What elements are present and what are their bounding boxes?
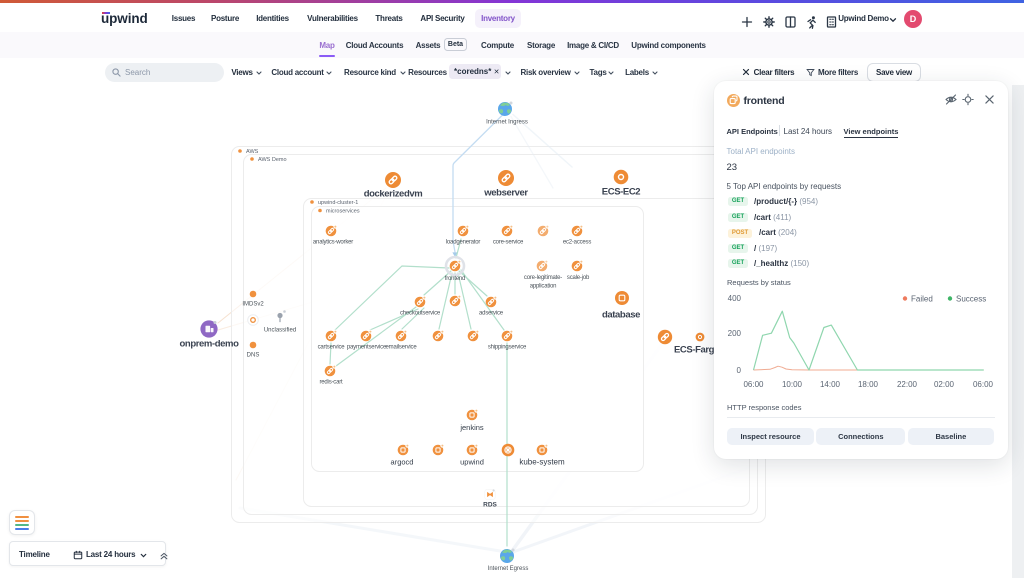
svg-text:IMDSv2: IMDSv2 [242,302,264,308]
svg-text:emailservice: emailservice [386,345,418,351]
svg-text:webserver: webserver [483,188,528,199]
svg-text:cartservice: cartservice [318,345,346,351]
svg-text:database: database [602,310,640,321]
svg-text:upwind: upwind [460,458,484,467]
svg-text:ECS-Fargate: ECS-Fargate [674,345,727,356]
svg-text:microservices: microservices [326,209,360,215]
svg-text:upwind-cluster-1: upwind-cluster-1 [318,200,358,206]
svg-text:redis-cart: redis-cart [319,380,343,386]
svg-text:DNS: DNS [247,353,260,359]
svg-text:jenkins: jenkins [459,423,484,432]
svg-text:scale-job: scale-job [567,275,590,281]
svg-text:Success: Success [956,295,986,304]
svg-text:analytics-worker: analytics-worker [313,240,353,246]
svg-text:AWS Demo: AWS Demo [258,157,287,163]
svg-text:argocd: argocd [391,458,414,467]
svg-text:core-service: core-service [493,240,524,246]
svg-text:loadgenerator: loadgenerator [446,240,481,246]
svg-text:ECS-EC2: ECS-EC2 [602,187,640,198]
svg-text:RDS: RDS [483,502,497,509]
svg-text:adservice: adservice [479,311,504,317]
svg-text:22:00: 22:00 [897,380,918,389]
svg-text:frontend: frontend [445,276,465,282]
svg-text:06:00: 06:00 [973,380,994,389]
svg-text:application: application [530,284,557,290]
svg-text:02:00: 02:00 [934,380,955,389]
svg-text:0: 0 [737,366,742,375]
svg-text:18:00: 18:00 [858,380,879,389]
svg-text:Failed: Failed [911,295,933,304]
svg-text:06:00: 06:00 [743,380,764,389]
svg-text:onprem-demo: onprem-demo [180,339,240,350]
svg-text:200: 200 [728,329,742,338]
svg-text:core-legitimate-: core-legitimate- [524,275,562,281]
svg-text:Internet Ingress: Internet Ingress [486,120,528,126]
svg-text:400: 400 [728,294,742,303]
svg-text:paymentservice: paymentservice [347,345,387,351]
svg-text:dockerizedvm: dockerizedvm [364,189,423,200]
svg-text:shippingservice: shippingservice [488,345,527,351]
svg-text:Internet Egress: Internet Egress [488,566,529,572]
svg-text:ec2-access: ec2-access [563,240,592,246]
svg-text:AWS: AWS [246,149,259,155]
svg-text:14:00: 14:00 [820,380,841,389]
svg-text:Unclassified: Unclassified [264,328,296,334]
svg-text:checkoutservice: checkoutservice [400,311,441,317]
svg-text:kube-system: kube-system [519,458,565,467]
svg-text:10:00: 10:00 [782,380,803,389]
